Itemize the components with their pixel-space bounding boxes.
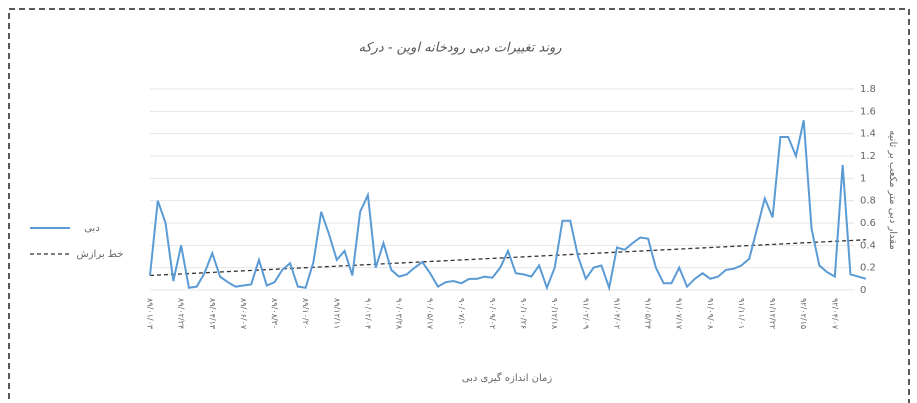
x-axis-title: زمان اندازه گیری دبی — [462, 372, 553, 384]
y-tick-label: 0.6 — [860, 218, 876, 229]
y-tick-label: 0.2 — [860, 263, 876, 274]
trend-line — [149, 239, 867, 277]
x-tick-label: ۹۰/۱۲/۱۸ — [550, 298, 559, 330]
x-tick-label: ۹۰/۰۲/۰۴ — [363, 298, 372, 329]
x-tick-label: ۸۹/۰۴/۱۳ — [208, 298, 217, 330]
x-tick-label: ۹۱/۱۲/۲۲ — [768, 298, 777, 329]
y-tick-label: 1.2 — [860, 151, 876, 162]
y-tick-label: 0.8 — [860, 196, 876, 207]
x-tick-label: ۹۰/۰۹/۰۲ — [488, 298, 497, 329]
y-axis-title: مقدار دبی متر مکعب بر ثانیه — [887, 130, 898, 249]
x-tick-label: ۸۹/۰۶/۰۷ — [239, 298, 248, 330]
x-tick-label: ۹۰/۰۷/۱۰ — [457, 298, 466, 329]
x-tick-label: ۹۲/۰۴/۰۷ — [830, 298, 839, 330]
x-tick-label: ۹۱/۱۱/۰۱ — [737, 298, 746, 329]
x-tick-label: ۹۰/۰۵/۱۷ — [426, 298, 435, 330]
x-tick-label: ۹۲/۰۲/۱۵ — [799, 298, 808, 329]
x-tick-label: ۸۹/۰۱/۰۳ — [146, 298, 155, 330]
y-tick-label: 0 — [860, 285, 866, 296]
chart-title: روند تغییرات دبی رودخانه اوین - درکه — [358, 41, 562, 56]
y-tick-label: 0.4 — [860, 240, 876, 251]
x-tick-label: ۹۱/۰۲/۰۹ — [581, 298, 590, 329]
x-tick-label: ۸۹/۰۸/۳۰ — [270, 298, 279, 329]
y-tick-label: 1.6 — [860, 106, 876, 117]
x-tick-label: ۹۱/۰۷/۱۷ — [675, 298, 684, 330]
x-tick-label: ۹۱/۰۵/۲۴ — [644, 298, 653, 329]
y-tick-label: 1.4 — [860, 129, 876, 140]
x-tick-label: ۸۹/۰۲/۲۴ — [177, 298, 186, 329]
y-tick-label: 1 — [860, 173, 866, 184]
frame — [8, 8, 910, 403]
x-tick-label: ۹۰/۰۳/۲۸ — [395, 298, 404, 330]
x-tick-label: ۸۹/۱۲/۱۱ — [332, 298, 341, 329]
x-tick-label: ۹۱/۰۴/۰۲ — [612, 298, 621, 329]
x-tick-label: ۹۰/۱۰/۲۶ — [519, 298, 528, 329]
x-tick-label: ۹۱/۰۹/۰۸ — [706, 298, 715, 330]
legend-label: دبی — [84, 223, 100, 234]
x-tick-label: ۸۹/۱۰/۲۰ — [301, 298, 310, 329]
legend-label: خط برازش — [77, 249, 124, 260]
y-tick-label: 1.8 — [860, 84, 876, 95]
data-line — [149, 120, 867, 292]
